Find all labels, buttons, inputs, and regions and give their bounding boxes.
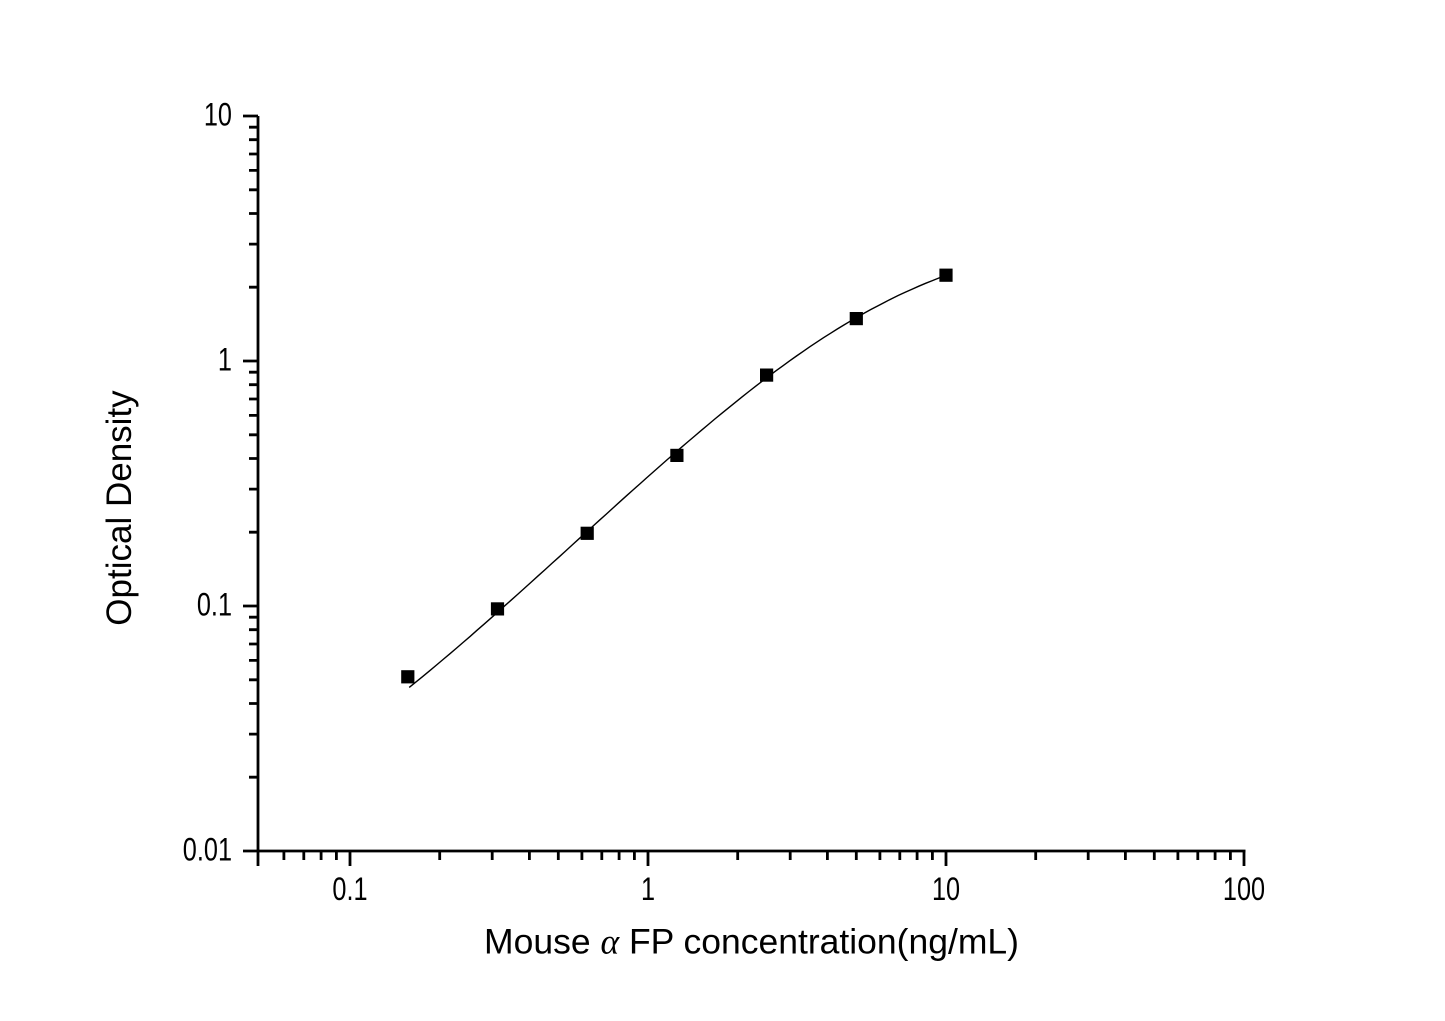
svg-text:1: 1 [218,343,232,379]
svg-text:0.01: 0.01 [183,833,232,869]
svg-text:10: 10 [204,98,232,134]
svg-text:10: 10 [932,872,960,908]
svg-text:0.1: 0.1 [197,588,232,624]
svg-text:0.1: 0.1 [332,872,367,908]
svg-text:1: 1 [641,872,655,908]
svg-text:Mouse α FP concentration(ng/mL: Mouse α FP concentration(ng/mL) [484,922,1019,962]
svg-text:Optical Density: Optical Density [100,390,139,626]
svg-text:100: 100 [1223,872,1265,908]
